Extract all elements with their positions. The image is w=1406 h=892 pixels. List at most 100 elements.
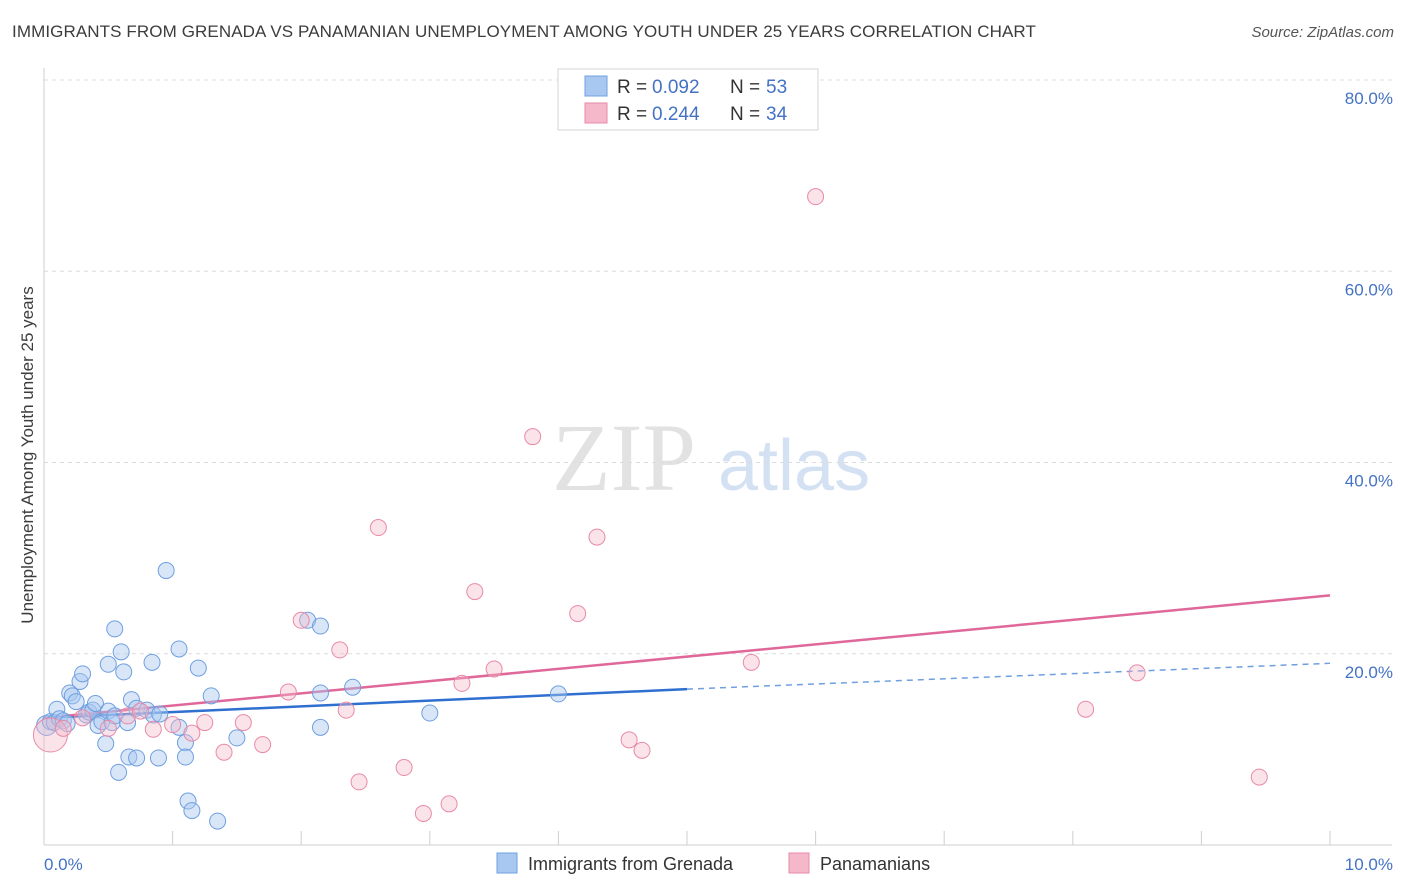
panamanian-point: [395, 759, 413, 777]
panamanian-point: [119, 707, 137, 725]
grenada-point: [115, 663, 133, 681]
bottom-legend-swatch-pink: [788, 852, 810, 874]
bottom-legend-swatch-blue: [496, 852, 518, 874]
panamanian-point: [569, 605, 587, 623]
grenada-point: [151, 705, 169, 723]
x-tick-label: 10.0%: [1345, 855, 1393, 874]
grenada-point: [143, 653, 161, 671]
grenada-point: [74, 665, 92, 683]
panamanian-point: [620, 731, 638, 749]
panamanian-point: [144, 720, 162, 738]
grenada-point: [549, 685, 567, 703]
grenada-trend-line: [43, 687, 688, 720]
y-axis-title: Unemployment Among Youth under 25 years: [18, 286, 37, 623]
panamanian-point: [196, 714, 214, 732]
panamanian-point: [54, 719, 72, 737]
legend-r-label-2: R =: [617, 104, 647, 125]
bottom-legend-label-1: Immigrants from Grenada: [528, 854, 734, 874]
watermark-atlas: atlas: [718, 426, 870, 506]
panamanian-point: [588, 528, 606, 546]
data-points: [32, 188, 1268, 830]
panamanian-point: [1128, 664, 1146, 682]
legend-n-value-2: 34: [766, 104, 788, 125]
legend-r-label-1: R =: [617, 77, 647, 98]
panamanian-point: [74, 709, 92, 727]
panamanian-point: [524, 428, 542, 446]
legend-box: R = 0.092 N = 53 R = 0.244 N = 34: [557, 68, 819, 131]
panamanian-point: [633, 741, 651, 759]
grenada-point: [119, 714, 137, 732]
grenada-point: [106, 620, 124, 638]
legend-r-value-2: 0.244: [652, 104, 700, 125]
grenada-point: [176, 748, 194, 766]
gridlines: [44, 79, 1392, 655]
legend-n-label-1: N =: [730, 77, 760, 98]
grenada-trend-extension: [686, 662, 1331, 690]
watermark-zip: ZIP: [552, 404, 696, 511]
panamanian-point: [453, 674, 471, 692]
grenada-point: [99, 655, 117, 673]
x-tick-label: 0.0%: [44, 855, 83, 874]
grenada-point: [311, 617, 329, 635]
bottom-legend: Immigrants from Grenada Panamanians: [496, 852, 930, 874]
y-tick-label: 20.0%: [1345, 663, 1393, 682]
grenada-point: [110, 763, 128, 781]
panamanian-point: [292, 611, 310, 629]
panamanian-point: [279, 683, 297, 701]
grenada-point: [189, 659, 207, 677]
panamanian-point: [1250, 768, 1268, 786]
legend-r-value-1: 0.092: [652, 77, 700, 98]
grenada-point: [128, 749, 146, 767]
grenada-point: [209, 812, 227, 830]
panamanian-point: [131, 702, 149, 720]
grenada-point: [61, 684, 79, 702]
grenada-point: [311, 718, 329, 736]
panamanian-point: [337, 701, 355, 719]
panamanian-trend-line: [43, 594, 1331, 720]
panamanian-point: [742, 653, 760, 671]
axes: 20.0% 40.0% 60.0% 80.0% 0.0% 10.0%: [43, 68, 1393, 874]
panamanian-point: [164, 716, 182, 734]
grenada-point: [149, 749, 167, 767]
grenada-point: [170, 640, 188, 658]
legend-n-label-2: N =: [730, 104, 760, 125]
panamanian-point: [331, 641, 349, 659]
grenada-point: [183, 802, 201, 820]
grenada-point: [311, 684, 329, 702]
trend-lines: [43, 594, 1331, 720]
grenada-point: [176, 734, 194, 752]
panamanian-point: [466, 583, 484, 601]
panamanian-point: [234, 714, 252, 732]
grenada-point: [144, 706, 162, 724]
panamanian-point: [215, 743, 233, 761]
panamanian-point: [183, 724, 201, 742]
grenada-point: [228, 729, 246, 747]
grenada-point: [67, 693, 85, 711]
panamanian-point: [414, 804, 432, 822]
legend-n-value-1: 53: [766, 77, 787, 98]
grenada-point: [421, 704, 439, 722]
grenada-point: [122, 691, 140, 709]
grenada-point: [112, 643, 130, 661]
panamanian-point: [254, 736, 272, 754]
grenada-point: [344, 678, 362, 696]
grenada-point: [157, 562, 175, 580]
panamanian-point: [1077, 700, 1095, 718]
grenada-point: [179, 792, 197, 810]
legend-swatch-blue: [584, 75, 608, 97]
chart-title: IMMIGRANTS FROM GRENADA VS PANAMANIAN UN…: [12, 22, 1036, 41]
bottom-legend-label-2: Panamanians: [820, 854, 930, 874]
source-label: Source: ZipAtlas.com: [1251, 24, 1394, 41]
panamanian-point: [807, 188, 825, 206]
grenada-point: [202, 687, 220, 705]
grenada-point: [86, 694, 104, 712]
y-tick-label: 60.0%: [1345, 280, 1393, 299]
panamanian-point: [99, 719, 117, 737]
grenada-point: [97, 735, 115, 753]
panamanian-point: [350, 773, 368, 791]
panamanian-point: [485, 660, 503, 678]
y-tick-label: 40.0%: [1345, 472, 1393, 491]
panamanian-point: [440, 795, 458, 813]
panamanian-point: [369, 519, 387, 537]
